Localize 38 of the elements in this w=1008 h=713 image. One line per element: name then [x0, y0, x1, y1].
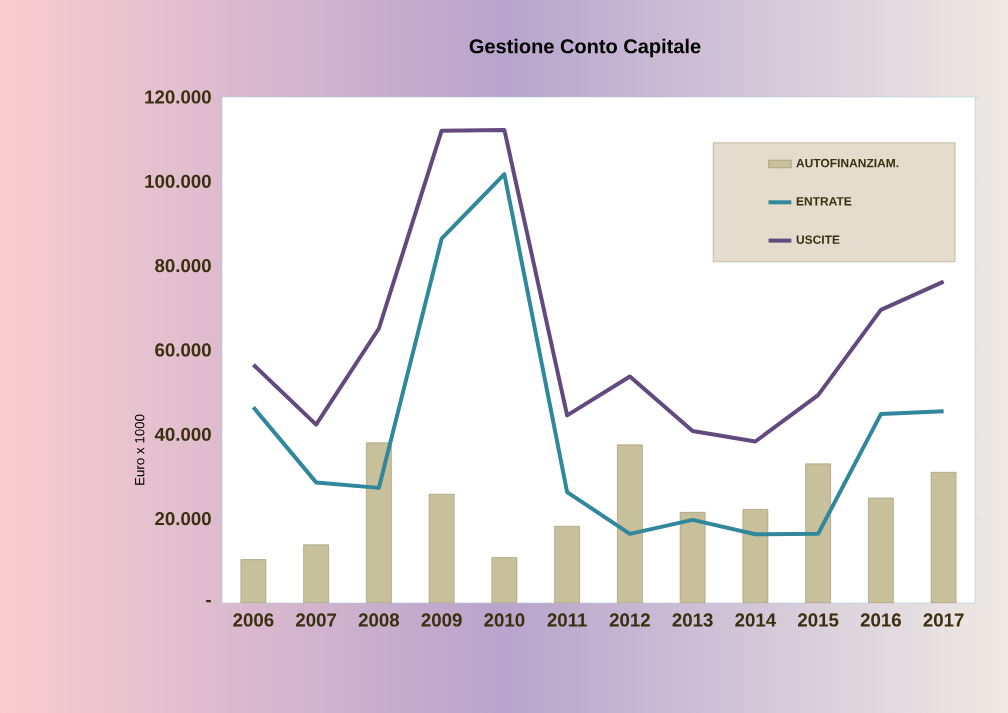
x-tick-label: 2006 [233, 613, 274, 627]
y-tick-label: 80.000 [155, 259, 211, 273]
line-series [251, 172, 946, 537]
bar [617, 444, 643, 603]
bar [868, 497, 894, 603]
x-tick-label: 2013 [672, 613, 713, 627]
x-tick-label: 2014 [735, 613, 777, 627]
chart-title: Gestione Conto Capitale [469, 38, 701, 58]
y-tick-label: - [206, 600, 211, 603]
y-tick-label: 100.000 [145, 174, 211, 188]
bar [303, 544, 329, 603]
legend-label: AUTOFINANZIAM. [796, 158, 899, 168]
bar [679, 512, 706, 603]
line-series [251, 127, 946, 444]
x-tick-label: 2008 [358, 613, 400, 627]
bar [805, 463, 831, 603]
y-tick-label: 120.000 [145, 90, 211, 104]
x-tick-label: 2016 [860, 613, 901, 627]
legend-label: USCITE [796, 235, 840, 244]
legend-label: ENTRATE [796, 197, 852, 206]
y-tick-label: 40.000 [154, 427, 211, 441]
x-tick-label: 2015 [798, 613, 839, 627]
x-tick-label: 2012 [609, 613, 650, 627]
bar [366, 442, 392, 603]
bar [240, 559, 267, 603]
y-tick-label: 60.000 [155, 343, 211, 357]
y-axis-title: Euro x 1000 [134, 414, 145, 485]
bar [428, 493, 455, 603]
x-tick-label: 2009 [421, 613, 462, 627]
x-tick-label: 2007 [296, 613, 337, 627]
bar [491, 557, 518, 603]
x-tick-label: 2010 [484, 613, 525, 627]
x-tick-label: 2011 [547, 613, 587, 627]
bar [742, 509, 769, 603]
bar [930, 472, 957, 603]
bar [554, 525, 580, 603]
x-tick-label: 2017 [923, 613, 964, 627]
y-tick-label: 20.000 [155, 512, 211, 526]
